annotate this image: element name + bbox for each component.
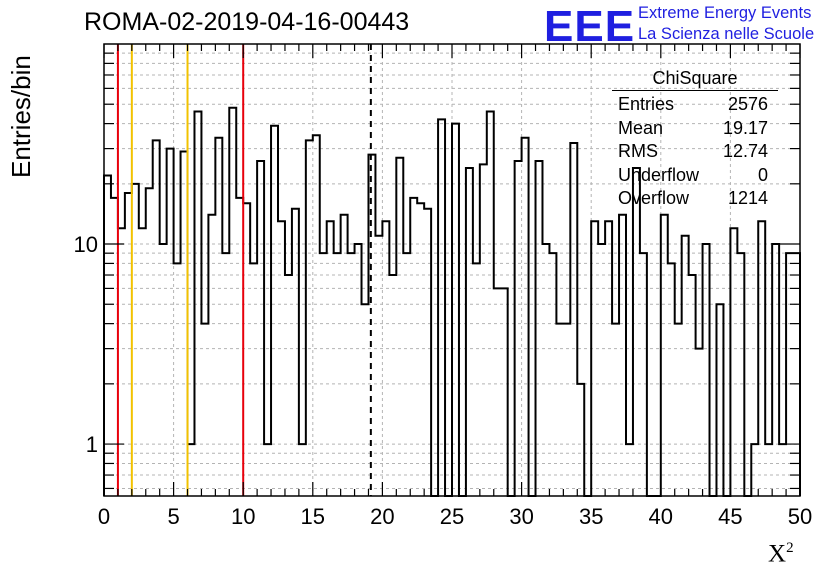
logo-caption-line2: La Scienza nelle Scuole — [638, 25, 815, 43]
stats-row-entries: Entries 2576 — [612, 93, 778, 117]
stats-value: 19.17 — [722, 117, 768, 138]
stats-value: 1214 — [727, 188, 768, 208]
x-tick-label: 25 — [440, 504, 464, 529]
x-tick-label: 45 — [718, 504, 742, 529]
stats-value: 2576 — [727, 94, 768, 114]
stats-value: 0 — [757, 164, 768, 185]
x-tick-label: 20 — [370, 504, 394, 529]
stats-row-overflow: Overflow 1214 — [612, 187, 778, 211]
stats-value: 12.74 — [722, 141, 768, 161]
x-tick-label: 50 — [788, 504, 812, 529]
x-tick-label: 15 — [301, 504, 325, 529]
stats-box: ChiSquare Entries 2576 Mean 19.17 RMS 12… — [612, 66, 778, 208]
run-title: ROMA-02-2019-04-16-00443 — [84, 8, 410, 36]
x-tick-label: 35 — [579, 504, 603, 529]
x-axis-label-base: X — [768, 540, 787, 568]
stats-label: RMS — [618, 141, 658, 161]
stats-label: Underflow — [618, 164, 700, 185]
histogram-series — [103, 106, 801, 497]
stats-row-rms: RMS 12.74 — [612, 140, 778, 164]
y-tick-label: 10 — [74, 232, 98, 257]
x-axis-label-sup: 2 — [786, 540, 794, 556]
stats-label: Entries — [618, 94, 675, 114]
eee-logo: EEE — [544, 2, 636, 51]
x-tick-label: 30 — [509, 504, 533, 529]
stats-row-mean: Mean 19.17 — [612, 117, 778, 141]
stats-title: ChiSquare — [612, 66, 778, 91]
x-tick-label: 5 — [167, 504, 179, 529]
stats-row-underflow: Underflow 0 — [612, 164, 778, 188]
x-tick-label: 40 — [649, 504, 673, 529]
y-axis-label: Entries/bin — [6, 55, 36, 178]
x-tick-label: 10 — [231, 504, 255, 529]
logo-caption-line1: Extreme Energy Events — [638, 4, 812, 22]
x-tick-label: 0 — [98, 504, 110, 529]
stats-label: Mean — [618, 117, 664, 138]
y-tick-label: 1 — [86, 432, 98, 457]
stats-label: Overflow — [618, 188, 690, 208]
x-axis-label: X2 — [768, 540, 794, 568]
